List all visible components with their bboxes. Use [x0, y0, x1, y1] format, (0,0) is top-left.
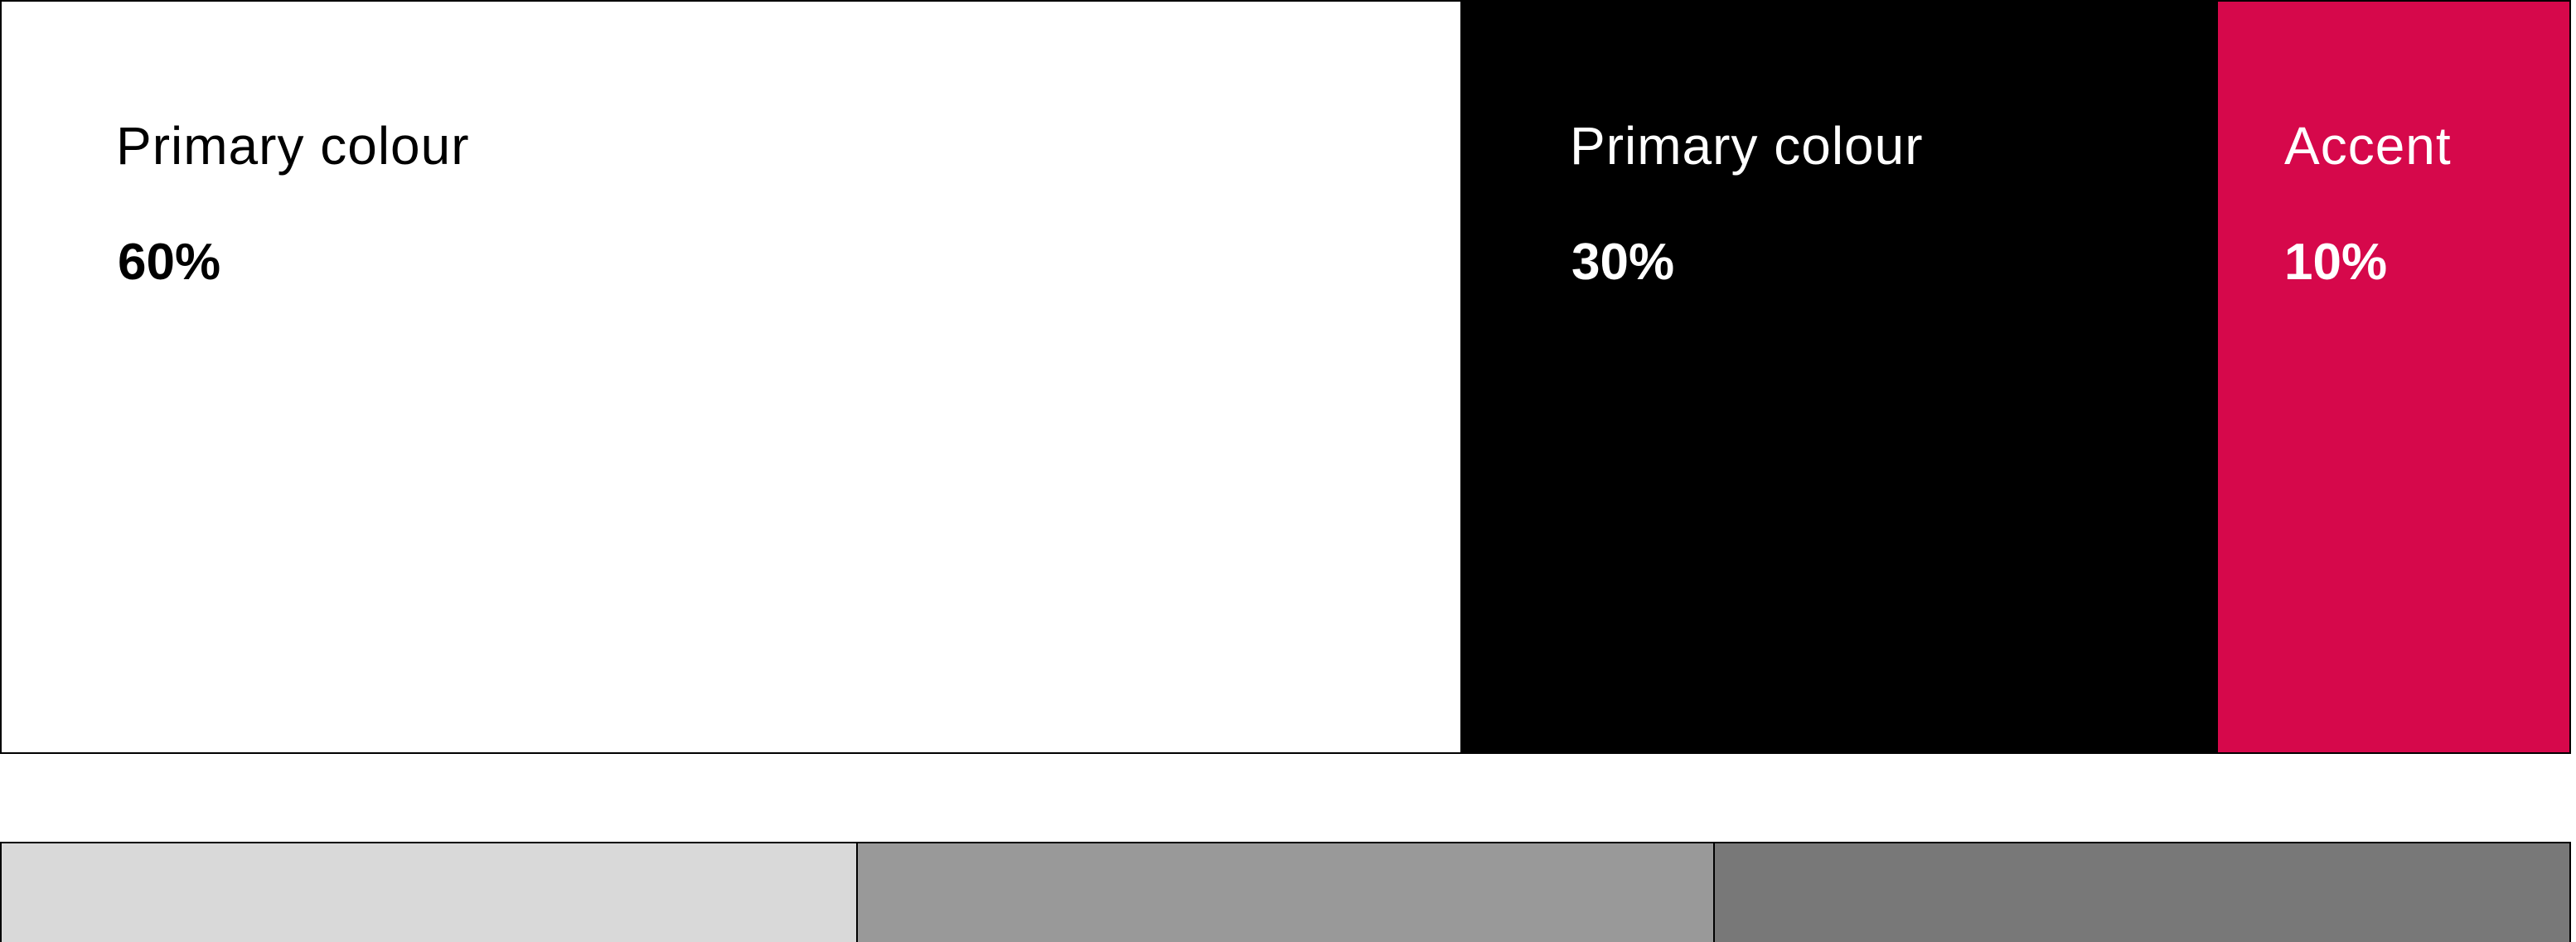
swatch-percent: 30%: [1571, 234, 1675, 291]
grey-shades-bar: [0, 842, 2571, 942]
swatch-primary-30: Primary colour 30%: [1462, 0, 2218, 754]
swatch-accent-10: Accent 10%: [2218, 0, 2571, 754]
swatch-percent: 10%: [2284, 234, 2388, 291]
shade-mid-grey: [858, 842, 1715, 942]
palette-bar: Primary colour 60% Primary colour 30% Ac…: [0, 0, 2571, 754]
swatch-percent: 60%: [118, 234, 221, 291]
shade-light-grey: [0, 842, 859, 942]
swatch-label: Primary colour: [116, 116, 470, 176]
shade-dark-grey: [1714, 842, 2571, 942]
swatch-label: Accent: [2284, 116, 2452, 176]
swatch-label: Primary colour: [1570, 116, 1924, 176]
swatch-primary-60: Primary colour 60%: [0, 0, 1462, 754]
